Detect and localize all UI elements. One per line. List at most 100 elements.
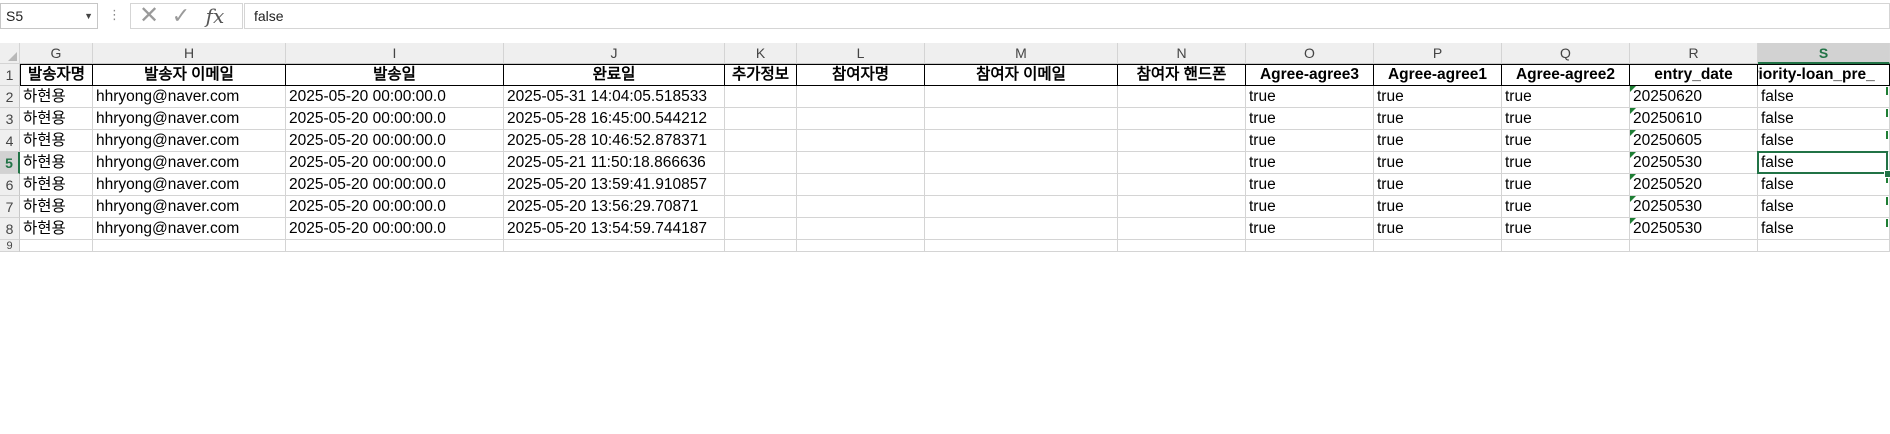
cell-j6[interactable]: 2025-05-20 13:59:41.910857 (504, 174, 725, 196)
cell-h6[interactable]: hhryong@naver.com (93, 174, 286, 196)
cell-i3[interactable]: 2025-05-20 00:00:00.0 (286, 108, 504, 130)
cell-q5[interactable]: true (1502, 152, 1630, 174)
cell-n3[interactable] (1118, 108, 1246, 130)
header-cell-o[interactable]: Agree-agree3 (1246, 64, 1374, 86)
check-icon[interactable]: ✓ (171, 3, 191, 28)
cell-q3[interactable]: true (1502, 108, 1630, 130)
cell-r2[interactable]: 20250620 (1630, 86, 1758, 108)
column-header-n[interactable]: N (1118, 43, 1246, 64)
column-header-p[interactable]: P (1374, 43, 1502, 64)
cell-p5[interactable]: true (1374, 152, 1502, 174)
cell-m8[interactable] (925, 218, 1118, 240)
cell-s9[interactable] (1758, 240, 1890, 252)
cell-n8[interactable] (1118, 218, 1246, 240)
cell-p3[interactable]: true (1374, 108, 1502, 130)
row-header-4[interactable]: 4 (0, 130, 20, 152)
header-cell-m[interactable]: 참여자 이메일 (925, 64, 1118, 86)
cell-m9[interactable] (925, 240, 1118, 252)
column-header-k[interactable]: K (725, 43, 797, 64)
cell-r8[interactable]: 20250530 (1630, 218, 1758, 240)
row-header-6[interactable]: 6 (0, 174, 20, 196)
column-header-o[interactable]: O (1246, 43, 1374, 64)
cell-l9[interactable] (797, 240, 925, 252)
cell-r7[interactable]: 20250530 (1630, 196, 1758, 218)
cell-m2[interactable] (925, 86, 1118, 108)
cell-j5[interactable]: 2025-05-21 11:50:18.866636 (504, 152, 725, 174)
cell-o3[interactable]: true (1246, 108, 1374, 130)
cell-s7[interactable]: false (1758, 196, 1890, 218)
header-cell-l[interactable]: 참여자명 (797, 64, 925, 86)
cell-g3[interactable]: 하현용 (20, 108, 93, 130)
column-header-m[interactable]: M (925, 43, 1118, 64)
cell-r5[interactable]: 20250530 (1630, 152, 1758, 174)
cell-r3[interactable]: 20250610 (1630, 108, 1758, 130)
cell-l2[interactable] (797, 86, 925, 108)
cell-q7[interactable]: true (1502, 196, 1630, 218)
cell-k4[interactable] (725, 130, 797, 152)
column-header-q[interactable]: Q (1502, 43, 1630, 64)
cell-h8[interactable]: hhryong@naver.com (93, 218, 286, 240)
row-header-7[interactable]: 7 (0, 196, 20, 218)
cell-o5[interactable]: true (1246, 152, 1374, 174)
cell-g9[interactable] (20, 240, 93, 252)
row-header-1[interactable]: 1 (0, 64, 20, 86)
cell-i5[interactable]: 2025-05-20 00:00:00.0 (286, 152, 504, 174)
cell-p8[interactable]: true (1374, 218, 1502, 240)
column-header-r[interactable]: R (1630, 43, 1758, 64)
header-cell-h[interactable]: 발송자 이메일 (93, 64, 286, 86)
cell-m5[interactable] (925, 152, 1118, 174)
cell-j3[interactable]: 2025-05-28 16:45:00.544212 (504, 108, 725, 130)
cell-p9[interactable] (1374, 240, 1502, 252)
cell-o7[interactable]: true (1246, 196, 1374, 218)
cell-i9[interactable] (286, 240, 504, 252)
formula-input[interactable]: false (244, 3, 1890, 29)
row-header-3[interactable]: 3 (0, 108, 20, 130)
cell-h4[interactable]: hhryong@naver.com (93, 130, 286, 152)
cell-i2[interactable]: 2025-05-20 00:00:00.0 (286, 86, 504, 108)
cell-r4[interactable]: 20250605 (1630, 130, 1758, 152)
cell-n4[interactable] (1118, 130, 1246, 152)
column-header-g[interactable]: G (20, 43, 93, 64)
cell-j2[interactable]: 2025-05-31 14:04:05.518533 (504, 86, 725, 108)
chevron-down-icon[interactable]: ▼ (84, 11, 93, 21)
cell-l5[interactable] (797, 152, 925, 174)
cell-m3[interactable] (925, 108, 1118, 130)
row-header-9[interactable]: 9 (0, 240, 20, 252)
cell-s5[interactable]: false (1758, 152, 1890, 174)
fill-handle[interactable] (1884, 170, 1890, 178)
row-header-2[interactable]: 2 (0, 86, 20, 108)
cell-k8[interactable] (725, 218, 797, 240)
cell-k3[interactable] (725, 108, 797, 130)
cell-g5[interactable]: 하현용 (20, 152, 93, 174)
cell-g7[interactable]: 하현용 (20, 196, 93, 218)
cancel-icon[interactable]: ✕ (138, 2, 160, 29)
cell-h7[interactable]: hhryong@naver.com (93, 196, 286, 218)
cell-l3[interactable] (797, 108, 925, 130)
cell-s8[interactable]: false (1758, 218, 1890, 240)
cell-s4[interactable]: false (1758, 130, 1890, 152)
header-cell-k[interactable]: 추가정보 (725, 64, 797, 86)
cell-h3[interactable]: hhryong@naver.com (93, 108, 286, 130)
cell-q9[interactable] (1502, 240, 1630, 252)
column-header-j[interactable]: J (504, 43, 725, 64)
select-all-button[interactable] (0, 43, 20, 64)
insert-function-icon[interactable]: fx (205, 4, 225, 28)
cell-o2[interactable]: true (1246, 86, 1374, 108)
cell-p6[interactable]: true (1374, 174, 1502, 196)
cell-m4[interactable] (925, 130, 1118, 152)
cell-s6[interactable]: false (1758, 174, 1890, 196)
cell-h2[interactable]: hhryong@naver.com (93, 86, 286, 108)
column-header-i[interactable]: I (286, 43, 504, 64)
cell-j4[interactable]: 2025-05-28 10:46:52.878371 (504, 130, 725, 152)
column-header-h[interactable]: H (93, 43, 286, 64)
header-cell-i[interactable]: 발송일 (286, 64, 504, 86)
cell-i4[interactable]: 2025-05-20 00:00:00.0 (286, 130, 504, 152)
header-cell-n[interactable]: 참여자 핸드폰 (1118, 64, 1246, 86)
cell-n6[interactable] (1118, 174, 1246, 196)
header-cell-q[interactable]: Agree-agree2 (1502, 64, 1630, 86)
cell-m7[interactable] (925, 196, 1118, 218)
cell-k5[interactable] (725, 152, 797, 174)
cell-r9[interactable] (1630, 240, 1758, 252)
header-cell-g[interactable]: 발송자명 (20, 64, 93, 86)
cell-l4[interactable] (797, 130, 925, 152)
